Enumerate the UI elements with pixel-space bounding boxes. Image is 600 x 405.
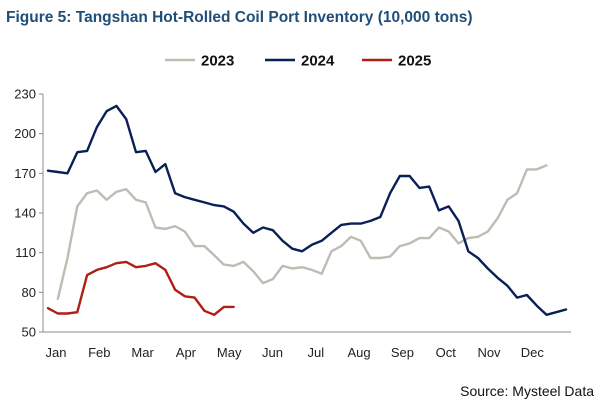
legend-label: 2025: [398, 53, 431, 70]
legend-label: 2023: [201, 53, 234, 70]
source-note: Source: Mysteel Data: [460, 383, 594, 399]
x-tick-label: Oct: [436, 345, 457, 360]
x-tick-label: Mar: [131, 345, 154, 360]
series-line-2024: [46, 104, 568, 316]
y-tick-label: 230: [14, 87, 36, 102]
x-tick-label: Jun: [262, 345, 283, 360]
x-tick-label: Dec: [521, 345, 545, 360]
axes: 50 80 110 140 170 200 230 Jan Feb Mar Apr May Jun Jul…: [14, 87, 571, 360]
x-tick-label: May: [217, 345, 242, 360]
y-tick-label: 80: [22, 285, 36, 300]
y-tick-label: 140: [14, 206, 36, 221]
legend-label: 2024: [301, 53, 335, 70]
x-tick-label: Apr: [176, 345, 197, 360]
x-tick-label: Nov: [477, 345, 501, 360]
y-tick-label: 170: [14, 166, 36, 181]
x-tick-label: Aug: [348, 345, 371, 360]
y-tick-label: 50: [22, 325, 36, 340]
series-line-2023: [56, 164, 548, 301]
x-tick-label: Jan: [46, 345, 67, 360]
x-tick-label: Sep: [391, 345, 414, 360]
y-tick-label: 110: [15, 245, 36, 260]
legend: 2023 2024 2025: [165, 53, 431, 70]
series-line-2025: [46, 260, 235, 316]
series-layer: [46, 104, 568, 316]
y-tick-label: 200: [14, 126, 36, 141]
chart-title: Figure 5: Tangshan Hot-Rolled Coil Port …: [6, 9, 472, 26]
x-tick-label: Jul: [307, 345, 324, 360]
x-tick-label: Feb: [88, 345, 110, 360]
